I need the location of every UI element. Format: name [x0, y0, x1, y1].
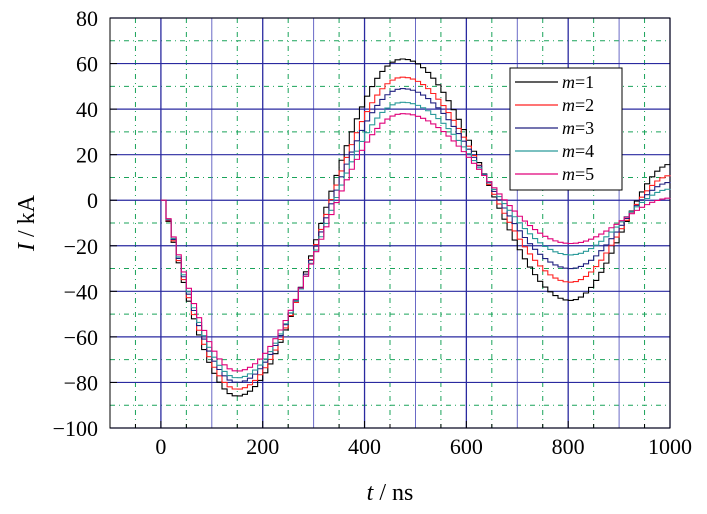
x-tick-label: 1000	[648, 434, 692, 459]
y-tick-label: −20	[64, 234, 98, 259]
legend-eq: =2	[575, 95, 594, 115]
y-tick-label: 80	[76, 6, 98, 31]
legend-var: m	[562, 72, 575, 92]
x-axis-sep: /	[373, 480, 392, 506]
x-axis-label: t / ns	[367, 480, 414, 506]
x-tick-label: 600	[450, 434, 483, 459]
x-tick-labels: 0 200 400 600 800 1000	[155, 434, 692, 459]
legend-eq: =5	[575, 164, 594, 184]
y-tick-label: −80	[64, 370, 98, 395]
y-tick-label: −40	[64, 279, 98, 304]
legend-var: m	[562, 118, 575, 138]
legend-eq: =3	[575, 118, 594, 138]
tick-marks	[110, 17, 671, 429]
y-axis-sep: /	[14, 224, 40, 243]
series-line-m3	[160, 88, 671, 383]
legend-label: m=4	[562, 141, 594, 161]
y-tick-label: 20	[76, 143, 98, 168]
series-line-m5	[160, 113, 671, 372]
legend-label: m=2	[562, 95, 594, 115]
y-axis-unit: kA	[14, 194, 40, 224]
y-tick-labels: −100 −80 −60 −40 −20 0 20 40 60 80	[53, 6, 98, 441]
y-tick-label: 60	[76, 52, 98, 77]
legend-items: m=1m=2m=3m=4m=5	[515, 72, 594, 184]
x-tick-label: 200	[246, 434, 279, 459]
legend-var: m	[562, 164, 575, 184]
y-tick-label: −60	[64, 325, 98, 350]
minor-grid	[110, 18, 670, 428]
x-axis-unit: ns	[392, 480, 413, 506]
legend-eq: =1	[575, 72, 594, 92]
series-line-m4	[160, 101, 671, 379]
x-tick-label: 800	[552, 434, 585, 459]
legend-eq: =4	[575, 141, 594, 161]
series-layer	[160, 58, 671, 397]
legend: m=1m=2m=3m=4m=5	[509, 67, 623, 191]
legend-var: m	[562, 141, 575, 161]
series-line-m2	[160, 76, 671, 390]
x-tick-label: 0	[155, 434, 166, 459]
legend-label: m=3	[562, 118, 594, 138]
series-line-m1	[160, 58, 671, 397]
y-axis-var: I	[14, 242, 40, 252]
x-axis-var: t	[367, 480, 375, 506]
x-tick-label: 400	[348, 434, 381, 459]
y-tick-label: 0	[87, 188, 98, 213]
y-tick-label: 40	[76, 97, 98, 122]
y-tick-label: −100	[53, 416, 98, 441]
legend-label: m=5	[562, 164, 594, 184]
legend-var: m	[562, 95, 575, 115]
legend-box	[509, 67, 623, 191]
y-axis-label: I / kA	[14, 194, 40, 252]
legend-label: m=1	[562, 72, 594, 92]
